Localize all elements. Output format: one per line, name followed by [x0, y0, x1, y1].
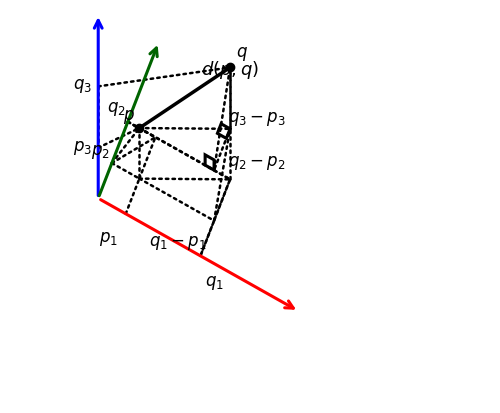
Text: $q_3$: $q_3$ [73, 77, 92, 95]
Text: $p_1$: $p_1$ [98, 230, 117, 248]
Text: $p$: $p$ [124, 108, 136, 126]
Text: $q$: $q$ [236, 45, 248, 63]
Text: $q_1$: $q_1$ [204, 274, 224, 292]
Text: $q_2$: $q_2$ [107, 100, 126, 118]
Text: $p_3$: $p_3$ [73, 139, 92, 157]
Text: $d(p,q)$: $d(p,q)$ [201, 59, 259, 81]
Text: $p_2$: $p_2$ [91, 143, 110, 161]
Text: $q_1-p_1$: $q_1-p_1$ [149, 234, 207, 252]
Text: $q_3-p_3$: $q_3-p_3$ [228, 110, 286, 128]
Text: $q_2-p_2$: $q_2-p_2$ [228, 154, 286, 171]
